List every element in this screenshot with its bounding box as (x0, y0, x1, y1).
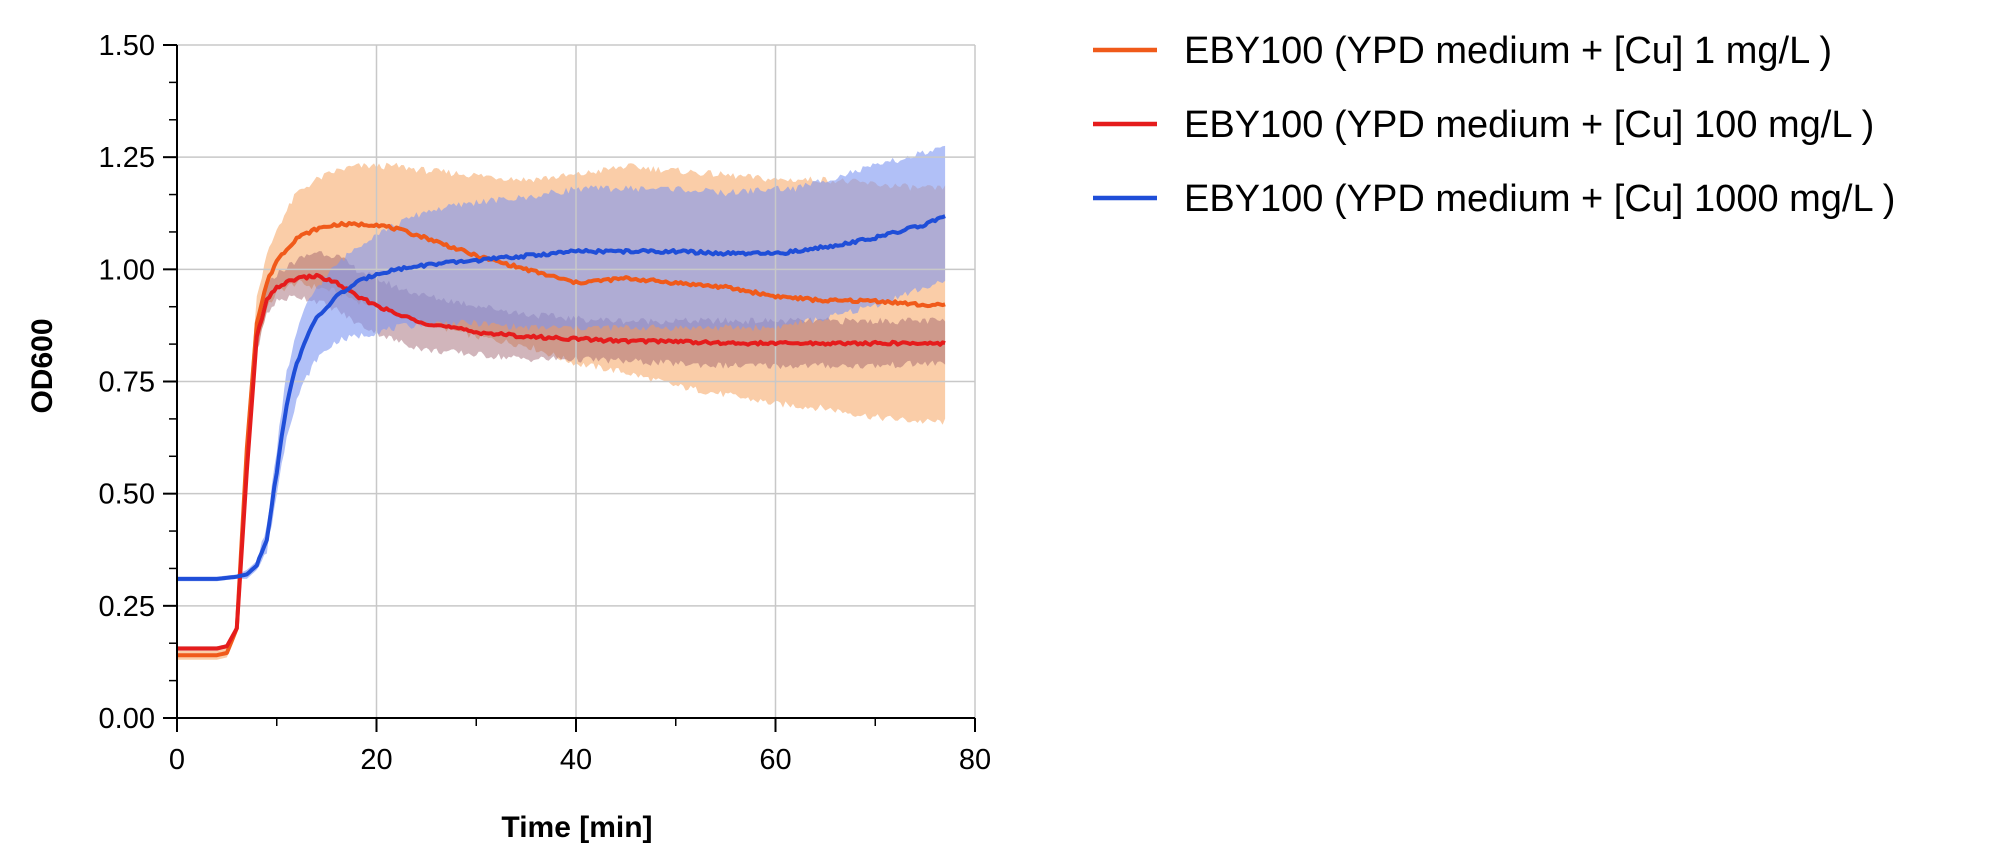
y-tick-label: 0.50 (99, 479, 155, 511)
legend-label-2: EBY100 (YPD medium + [Cu] 100 mg/L ) (1184, 104, 1874, 146)
x-tick-label: 0 (169, 744, 185, 776)
legend-label-1: EBY100 (YPD medium + [Cu] 1 mg/L ) (1184, 30, 1832, 72)
series-line-2 (177, 272, 946, 651)
series-line-3 (177, 214, 946, 581)
y-axis-title: OD600 (26, 318, 59, 413)
legend-label-3: EBY100 (YPD medium + [Cu] 1000 mg/L ) (1184, 178, 1895, 220)
tick-labels: 0.00 0.25 0.50 0.75 1.00 1.25 1.50 0 20 40 60 80 (99, 30, 992, 776)
y-tick-label: 0.00 (99, 703, 155, 735)
y-tick-label: 0.25 (99, 591, 155, 623)
axes (163, 44, 976, 732)
gridlines (177, 44, 976, 718)
x-tick-label: 80 (959, 744, 991, 776)
y-tick-label: 0.75 (99, 367, 155, 399)
y-tick-label: 1.25 (99, 142, 155, 174)
x-tick-label: 60 (759, 744, 791, 776)
confidence-bands (177, 145, 946, 660)
y-tick-label: 1.50 (99, 30, 155, 62)
x-tick-label: 40 (560, 744, 592, 776)
series-line-1 (177, 221, 946, 658)
confidence-band-2 (177, 251, 946, 651)
x-tick-label: 20 (360, 744, 392, 776)
series-lines (177, 214, 946, 658)
legend: EBY100 (YPD medium + [Cu] 1 mg/L ) EBY100… (1093, 30, 1895, 220)
x-axis-title: Time [min] (501, 811, 652, 844)
y-tick-label: 1.00 (99, 254, 155, 286)
